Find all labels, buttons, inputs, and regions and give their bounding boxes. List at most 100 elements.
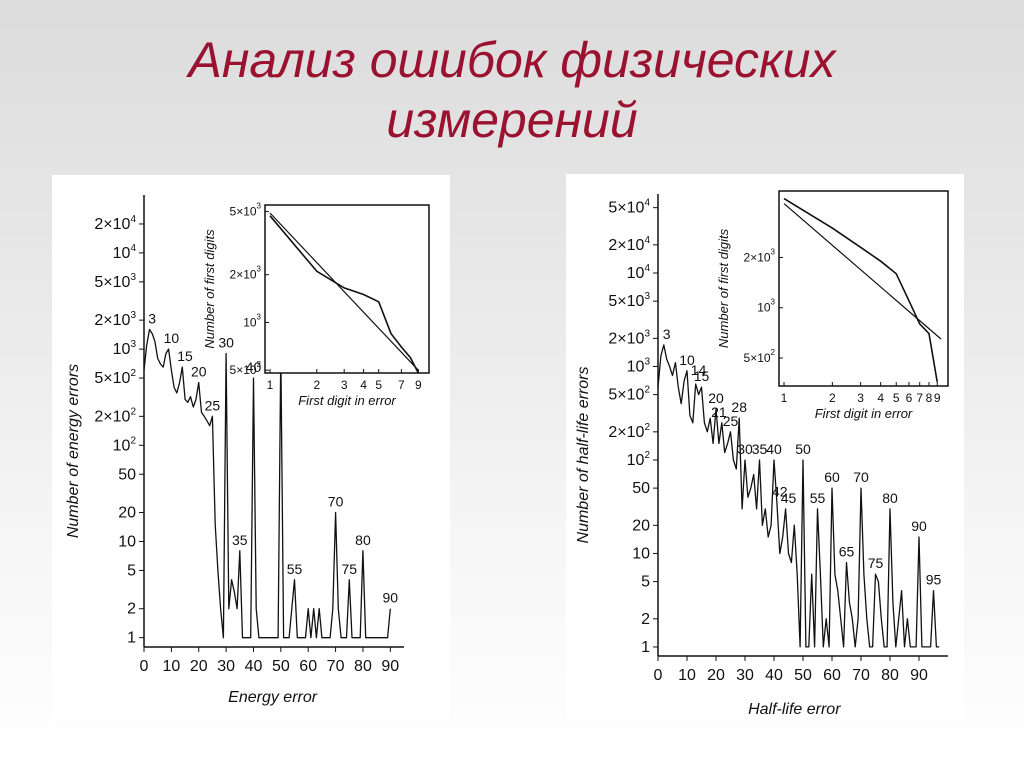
data-label: 75	[868, 555, 884, 571]
data-label: 21	[711, 404, 727, 420]
data-label: 20	[708, 390, 724, 406]
y-tick-label: 5	[641, 574, 650, 591]
inset-x-tick-label: 3	[857, 391, 864, 405]
inset-x-axis-label: First digit in error	[815, 406, 913, 421]
series-line	[143, 328, 391, 639]
data-label: 35	[232, 532, 248, 548]
inset-x-tick-label: 5	[375, 378, 382, 392]
y-tick-label: 10	[118, 533, 136, 550]
y-tick-label: 102	[113, 435, 137, 454]
y-tick-label: 5×103	[94, 272, 136, 291]
y-tick-label: 2×104	[608, 235, 650, 254]
y-tick-label: 50	[118, 466, 136, 483]
inset-x-tick-label: 2	[829, 391, 836, 405]
inset-y-tick-label: 2×103	[230, 265, 262, 282]
y-tick-label: 10	[632, 545, 650, 562]
inset-x-tick-label: 9	[415, 378, 422, 392]
x-tick-label: 70	[327, 658, 345, 675]
y-tick-label: 2	[641, 611, 650, 628]
x-tick-label: 80	[881, 667, 899, 684]
y-tick-label: 2×103	[608, 328, 650, 347]
data-label: 35	[752, 441, 768, 457]
y-tick-label: 104	[627, 263, 651, 282]
data-label: 3	[148, 310, 156, 326]
data-label: 55	[287, 561, 303, 577]
data-label: 14	[691, 362, 707, 378]
inset-x-tick-label: 3	[341, 378, 348, 392]
series-line	[657, 344, 940, 648]
data-label: 42	[772, 484, 788, 500]
x-tick-label: 30	[736, 667, 754, 684]
energy-error-chart-panel: 0 10 20 30 40 50 60 70 80 90 1 2 5 10 20 50 102 2×102 5×10…	[52, 175, 450, 723]
inset-series-line-benford	[269, 212, 419, 371]
y-tick-label: 20	[632, 517, 650, 534]
y-tick-label: 20	[118, 505, 136, 522]
y-tick-label: 5×103	[608, 291, 650, 310]
data-label: 90	[911, 518, 927, 534]
data-label: 80	[882, 490, 898, 506]
data-label: 10	[679, 352, 695, 368]
x-tick-label: 70	[852, 667, 870, 684]
x-tick-label: 20	[707, 667, 725, 684]
y-tick-label: 2	[127, 601, 136, 618]
inset-x-tick-label: 1	[267, 378, 274, 392]
inset-x-tick-label: 1	[781, 391, 788, 405]
data-label: 95	[926, 572, 942, 588]
data-label: 20	[191, 363, 207, 379]
half-life-error-chart: 0 10 20 30 40 50 60 70 80 901251020501022×1025×10…	[575, 190, 949, 718]
data-label: 75	[341, 561, 357, 577]
y-tick-label: 103	[627, 356, 651, 375]
x-tick-label: 30	[217, 658, 235, 675]
inset-x-axis-label: First digit in error	[298, 393, 396, 408]
x-tick-label: 10	[162, 658, 180, 675]
inset-series-line-data	[783, 197, 938, 383]
inset-x-tick-label: 4	[360, 378, 367, 392]
inset-series-line-data	[269, 215, 420, 374]
x-tick-label: 0	[140, 658, 149, 675]
x-tick-label: 20	[190, 658, 208, 675]
inset-x-tick-label: 4	[877, 391, 884, 405]
y-tick-label: 1	[127, 630, 136, 647]
y-tick-label: 104	[113, 243, 137, 262]
inset-y-tick-label: 2×103	[744, 247, 776, 264]
y-axis-label: Number of half-life errors	[575, 367, 592, 544]
x-tick-label: 50	[272, 658, 290, 675]
x-tick-label: 40	[765, 667, 783, 684]
data-label: 30	[737, 441, 753, 457]
data-label: 28	[731, 399, 747, 415]
data-label: 90	[383, 590, 399, 606]
y-axis-label: Number of energy errors	[65, 364, 82, 538]
half-life-error-chart-panel: 0 10 20 30 40 50 60 70 80 90 1 2 5 10 20 50 102 2×102 5×10…	[566, 174, 964, 722]
inset-x-tick-label: 7	[916, 391, 923, 405]
x-tick-label: 90	[910, 667, 928, 684]
data-label: 65	[839, 544, 855, 560]
data-label: 10	[164, 330, 180, 346]
y-tick-label: 50	[632, 480, 650, 497]
slide-title-line2: измерений	[386, 92, 638, 148]
inset-x-tick-label: 8	[926, 391, 933, 405]
data-label: 3	[663, 326, 671, 342]
x-tick-label: 0	[654, 667, 663, 684]
x-tick-label: 50	[794, 667, 812, 684]
x-tick-label: 60	[299, 658, 317, 675]
y-tick-label: 103	[113, 339, 137, 358]
inset-y-tick-label: 5×102	[230, 360, 262, 377]
inset-x-tick-label: 9	[934, 391, 941, 405]
inset-x-tick-label: 5	[893, 391, 900, 405]
inset-y-tick-label: 103	[243, 312, 261, 329]
y-tick-label: 2×104	[94, 214, 136, 233]
x-axis-label: Energy error	[228, 689, 318, 706]
inset-x-tick-label: 6	[906, 391, 913, 405]
data-label: 45	[781, 490, 797, 506]
data-label: 70	[328, 494, 344, 510]
x-tick-label: 10	[678, 667, 696, 684]
y-tick-label: 5×102	[94, 368, 136, 387]
data-label: 25	[723, 413, 739, 429]
data-label: 15	[694, 368, 710, 384]
x-tick-label: 90	[381, 658, 399, 675]
inset-y-tick-label: 5×103	[230, 202, 262, 219]
data-label: 25	[205, 397, 221, 413]
data-label: 60	[824, 469, 840, 485]
inset-x-tick-label: 7	[398, 378, 405, 392]
data-label: 40	[766, 441, 782, 457]
